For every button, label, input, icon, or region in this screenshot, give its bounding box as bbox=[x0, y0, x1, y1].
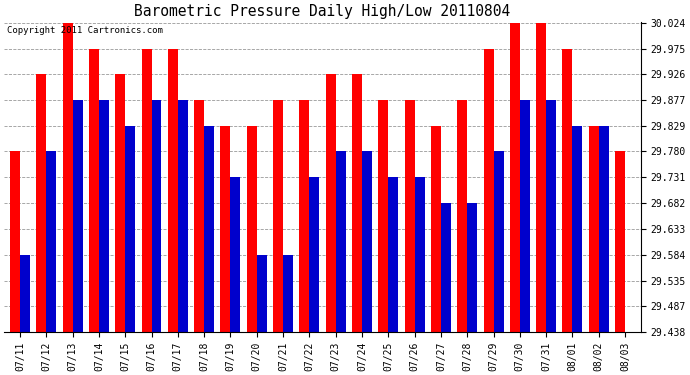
Bar bbox=[141, 49, 152, 332]
Bar bbox=[283, 255, 293, 332]
Bar bbox=[484, 49, 493, 332]
Bar bbox=[168, 49, 178, 332]
Bar bbox=[230, 177, 240, 332]
Title: Barometric Pressure Daily High/Low 20110804: Barometric Pressure Daily High/Low 20110… bbox=[135, 4, 511, 19]
Bar bbox=[37, 75, 46, 332]
Bar bbox=[10, 152, 20, 332]
Bar bbox=[362, 152, 372, 332]
Bar bbox=[257, 255, 267, 332]
Bar bbox=[546, 100, 556, 332]
Bar bbox=[335, 152, 346, 332]
Bar bbox=[72, 100, 83, 332]
Bar bbox=[309, 177, 319, 332]
Bar bbox=[431, 126, 441, 332]
Bar bbox=[573, 126, 582, 332]
Bar bbox=[415, 177, 424, 332]
Bar bbox=[46, 152, 57, 332]
Bar bbox=[510, 23, 520, 332]
Bar bbox=[457, 100, 467, 332]
Bar bbox=[115, 75, 125, 332]
Bar bbox=[204, 126, 214, 332]
Bar bbox=[326, 75, 335, 332]
Bar bbox=[273, 100, 283, 332]
Bar bbox=[178, 100, 188, 332]
Bar bbox=[404, 100, 415, 332]
Bar bbox=[20, 255, 30, 332]
Bar bbox=[194, 100, 204, 332]
Bar bbox=[220, 126, 230, 332]
Bar bbox=[378, 100, 388, 332]
Bar bbox=[125, 126, 135, 332]
Bar bbox=[247, 126, 257, 332]
Bar bbox=[520, 100, 530, 332]
Bar bbox=[536, 23, 546, 332]
Bar bbox=[99, 100, 109, 332]
Bar bbox=[562, 49, 573, 332]
Bar bbox=[599, 126, 609, 332]
Bar bbox=[63, 23, 72, 332]
Bar bbox=[467, 203, 477, 332]
Bar bbox=[615, 152, 625, 332]
Text: Copyright 2011 Cartronics.com: Copyright 2011 Cartronics.com bbox=[8, 26, 164, 35]
Bar bbox=[152, 100, 161, 332]
Bar bbox=[441, 203, 451, 332]
Bar bbox=[493, 152, 504, 332]
Bar bbox=[352, 75, 362, 332]
Bar bbox=[388, 177, 398, 332]
Bar bbox=[589, 126, 599, 332]
Bar bbox=[89, 49, 99, 332]
Bar bbox=[299, 100, 309, 332]
